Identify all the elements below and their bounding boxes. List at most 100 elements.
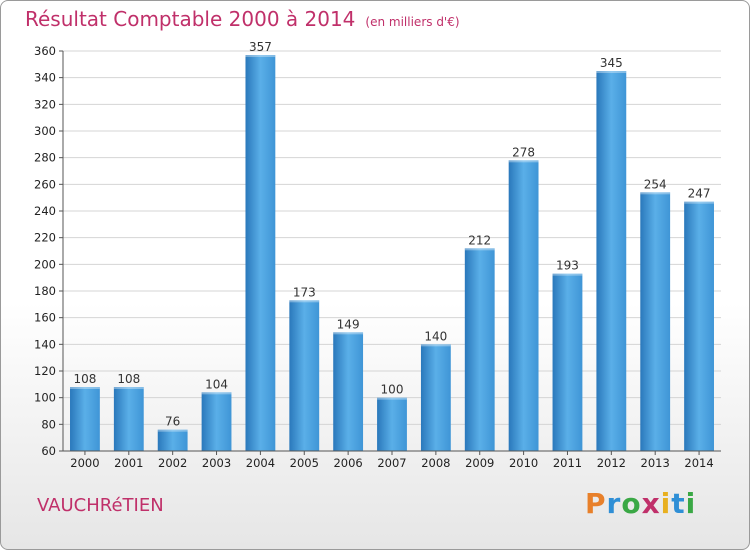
bar-highlight xyxy=(420,344,451,347)
chart-title: Résultat Comptable 2000 à 2014 (en millie… xyxy=(25,7,460,31)
y-tick-label: 60 xyxy=(41,444,56,458)
value-label: 247 xyxy=(688,187,711,201)
bar-highlight xyxy=(640,192,671,195)
value-label: 212 xyxy=(468,233,491,247)
bar-group xyxy=(245,55,276,451)
bar-group xyxy=(596,71,627,451)
bar-group xyxy=(157,429,188,451)
y-tick-label: 140 xyxy=(34,337,56,351)
y-tick-label: 260 xyxy=(34,177,56,191)
bar xyxy=(508,160,539,452)
y-tick-label: 360 xyxy=(34,44,56,58)
value-label: 193 xyxy=(556,259,579,273)
place-name: VAUCHRéTIEN xyxy=(37,495,164,516)
value-label: 108 xyxy=(73,372,96,386)
bar-highlight xyxy=(377,397,407,400)
y-tick-label: 100 xyxy=(34,391,56,405)
value-label: 173 xyxy=(293,285,316,299)
brand-letter: P xyxy=(585,487,607,520)
value-label: 140 xyxy=(424,329,447,343)
bar-group xyxy=(333,332,364,451)
bar-highlight xyxy=(201,392,232,395)
brand-letter: x xyxy=(641,487,661,520)
bar-group xyxy=(684,201,714,451)
bar-highlight xyxy=(684,201,714,204)
bar xyxy=(684,201,714,451)
bar-highlight xyxy=(113,387,144,389)
bar-highlight xyxy=(157,429,188,432)
bar xyxy=(113,387,144,451)
bar xyxy=(333,332,364,451)
bar xyxy=(201,392,232,451)
y-tick-label: 300 xyxy=(34,124,56,138)
value-label: 108 xyxy=(117,372,140,386)
bar-highlight xyxy=(333,332,364,335)
x-tick-label: 2003 xyxy=(202,456,231,470)
bar-highlight xyxy=(70,387,100,389)
x-tick-label: 2009 xyxy=(465,456,494,470)
brand-letter: r xyxy=(606,487,622,520)
chart-unit: (en milliers d'€) xyxy=(365,15,460,29)
bar-group xyxy=(113,387,144,451)
bar-group xyxy=(508,160,539,452)
value-label: 100 xyxy=(381,383,404,397)
bar xyxy=(464,248,495,451)
bars xyxy=(70,55,714,452)
value-label: 149 xyxy=(337,317,360,331)
bar xyxy=(157,429,188,451)
axes: 60 80 100 120 140 160 180 200 220 240 260 280 300 320… xyxy=(34,44,721,470)
x-tick-label: 2012 xyxy=(597,456,626,470)
brand-logo: Proxiti xyxy=(585,487,696,520)
y-tick-label: 240 xyxy=(34,204,56,218)
x-tick-label: 2002 xyxy=(158,456,187,470)
value-label: 76 xyxy=(165,415,180,429)
bar xyxy=(420,344,451,451)
bar-highlight xyxy=(289,300,320,303)
x-tick-label: 2001 xyxy=(114,456,143,470)
y-tick-label: 120 xyxy=(34,364,56,378)
bar-highlight xyxy=(552,273,583,276)
y-tick-label: 160 xyxy=(34,311,56,325)
x-tick-label: 2011 xyxy=(553,456,582,470)
bar-group xyxy=(640,192,671,452)
brand-letter: t xyxy=(671,487,686,520)
y-tick-label: 280 xyxy=(34,151,56,165)
bar xyxy=(245,55,276,451)
brand-letter: i xyxy=(685,487,697,520)
value-label: 104 xyxy=(205,377,228,391)
x-tick-label: 2004 xyxy=(246,456,275,470)
bar-group xyxy=(552,273,583,451)
bar-group xyxy=(420,344,451,451)
bar-highlight xyxy=(596,71,627,73)
bar xyxy=(552,273,583,451)
value-label: 357 xyxy=(249,40,272,54)
bar-group xyxy=(377,397,407,451)
y-tick-label: 180 xyxy=(34,284,56,298)
x-tick-label: 2014 xyxy=(684,456,713,470)
bar xyxy=(70,387,100,451)
brand-letter: o xyxy=(621,487,642,520)
brand-letter: i xyxy=(660,487,672,520)
bar-highlight xyxy=(464,248,495,251)
value-label: 345 xyxy=(600,56,623,70)
x-tick-label: 2010 xyxy=(509,456,538,470)
x-tick-label: 2008 xyxy=(421,456,450,470)
bar-group xyxy=(70,387,100,451)
y-tick-label: 80 xyxy=(41,417,56,431)
data-labels: 108 108 76 104 357 173 149 100 140 212 278 193 345 25… xyxy=(73,40,710,429)
x-tick-label: 2005 xyxy=(290,456,319,470)
y-tick-label: 320 xyxy=(34,97,56,111)
bar-highlight xyxy=(245,55,276,57)
bar-highlight xyxy=(508,160,539,163)
y-tick-label: 340 xyxy=(34,71,56,85)
bar-group xyxy=(201,392,232,451)
bar-group xyxy=(289,300,320,451)
y-tick-label: 200 xyxy=(34,257,56,271)
value-label: 278 xyxy=(512,145,535,159)
x-tick-label: 2000 xyxy=(70,456,99,470)
x-tick-label: 2007 xyxy=(377,456,406,470)
chart-title-text: Résultat Comptable 2000 à 2014 xyxy=(25,7,356,31)
bar xyxy=(640,192,671,452)
